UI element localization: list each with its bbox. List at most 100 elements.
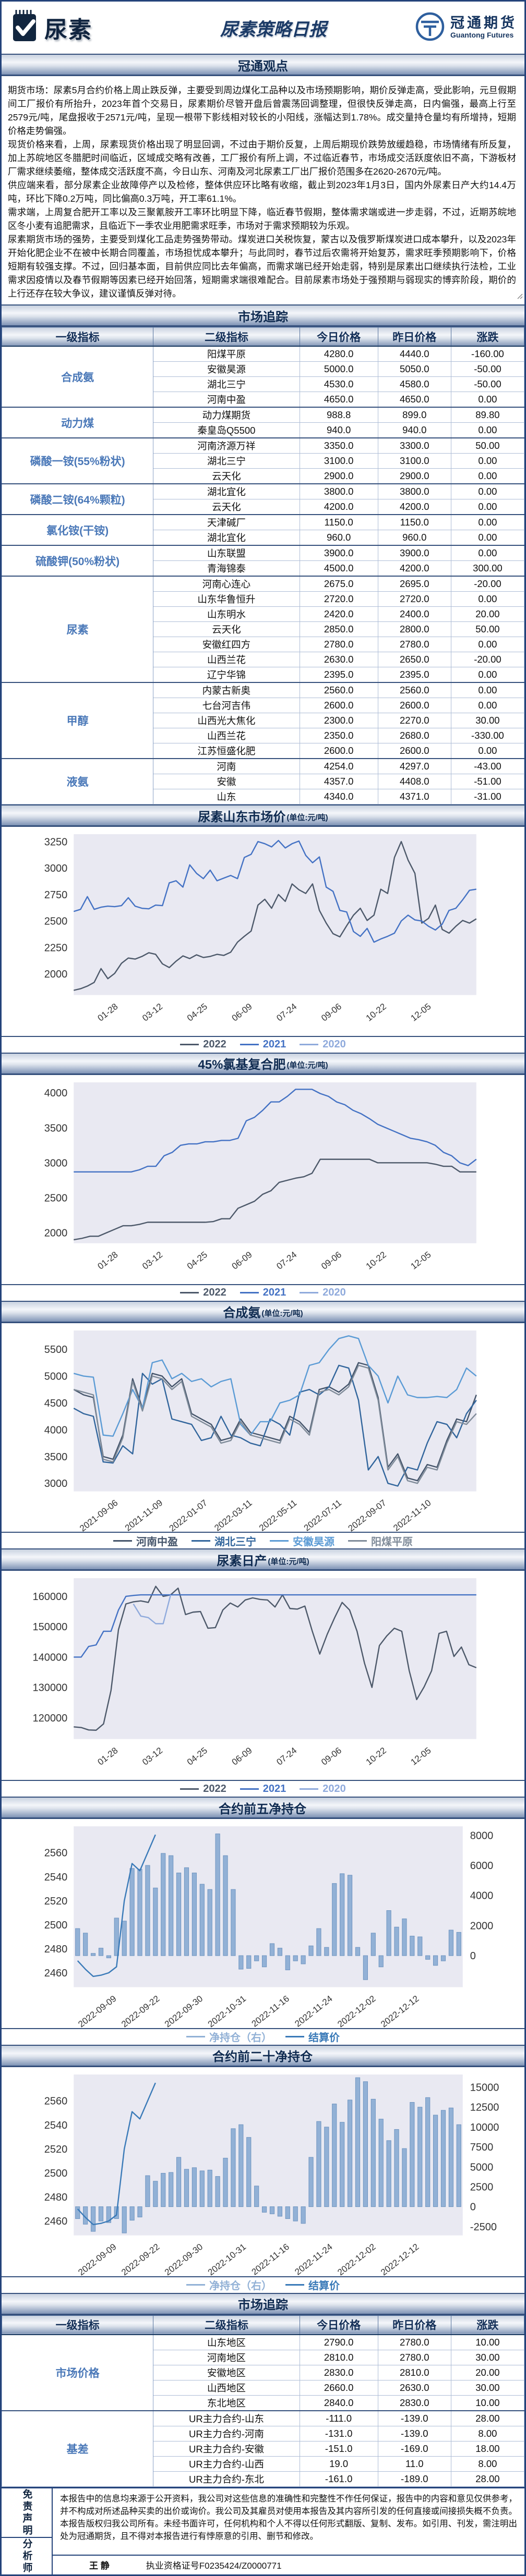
svg-text:2520: 2520 <box>44 1896 68 1907</box>
svg-text:2022-09-30: 2022-09-30 <box>163 1994 205 2028</box>
legend-label: 湖北三宁 <box>214 1536 256 1548</box>
brand-block: 冠通期货 Guantong Futures <box>381 11 517 44</box>
svg-text:120000: 120000 <box>32 1713 67 1724</box>
table-cell: 2720.0 <box>377 591 451 607</box>
table-cell: 云天化 <box>153 621 300 637</box>
table-cell: -131.0 <box>299 2425 378 2441</box>
table-cell: 4650.0 <box>377 392 451 408</box>
column-header: 涨跌 <box>450 327 525 347</box>
table-row: UR主力合约-河南 -131.0 -139.0 8.00 <box>2 2425 525 2441</box>
table-cell: 阳煤平原 <box>153 346 300 362</box>
page-title: 尿素策略日报 <box>220 19 327 40</box>
table-cell: 2900.0 <box>377 468 451 484</box>
table-cell: 0.00 <box>450 591 525 607</box>
table-cell: 0.00 <box>450 483 525 499</box>
table-cell: 28.00 <box>450 2410 525 2426</box>
table-cell: 8.00 <box>450 2456 525 2472</box>
table-cell: 山东明水 <box>153 606 300 622</box>
svg-text:2021-09-06: 2021-09-06 <box>78 1497 119 1532</box>
legend-swatch-icon <box>348 1540 367 1542</box>
group-label: 动力煤 <box>1 407 154 438</box>
table-cell: 内蒙古新奥 <box>153 682 300 698</box>
legend-swatch-icon <box>285 2036 304 2038</box>
table-cell: 18.00 <box>450 2440 525 2457</box>
table-cell: 2800.0 <box>377 621 451 637</box>
svg-text:2500: 2500 <box>44 1192 68 1204</box>
table-cell: -111.0 <box>299 2410 378 2426</box>
table-cell: UR主力合约-山西 <box>153 2456 300 2472</box>
chart-title-bar: 合约前二十净持仓 <box>2 2044 524 2067</box>
chart-legend: 净持仓（右） 结算价 <box>2 2276 524 2293</box>
table-row: 甲醇 内蒙古新奥 2560.0 2560.0 0.00 <box>1 682 525 759</box>
table-cell: 20.00 <box>450 606 525 622</box>
report-header: 尿素 尿素策略日报 冠通期货 Guantong Futures <box>2 2 524 54</box>
svg-text:2520: 2520 <box>44 2144 68 2155</box>
table-cell: 0.00 <box>450 545 525 561</box>
market-table: 一级指标 二级指标 今日价格 昨日价格 涨跌 合成氨 阳煤平原 4280.0 4440.0 -16… <box>1 327 525 804</box>
table-cell: 0.00 <box>450 698 525 713</box>
svg-text:2000: 2000 <box>470 1921 494 1932</box>
svg-text:5000: 5000 <box>44 1371 68 1382</box>
table-cell: 山西地区 <box>153 2379 300 2396</box>
table-cell: 天津碱厂 <box>153 514 300 530</box>
svg-text:2022-12-02: 2022-12-02 <box>336 1994 377 2028</box>
svg-text:2000: 2000 <box>44 969 68 980</box>
table-cell: 4200.0 <box>377 560 451 577</box>
svg-text:3000: 3000 <box>44 1478 68 1490</box>
table-cell: 4500.0 <box>299 560 378 577</box>
svg-text:2480: 2480 <box>44 1944 68 1955</box>
table-cell: 30.00 <box>450 2349 525 2365</box>
legend-label: 2022 <box>203 1783 226 1794</box>
table-cell: 3350.0 <box>299 437 378 454</box>
svg-text:5500: 5500 <box>44 1344 68 1356</box>
market-table: 一级指标 二级指标 今日价格 昨日价格 涨跌 市场价格 山东地区 2790.0 2780.0 10… <box>1 2315 525 2487</box>
legend-swatch-icon <box>300 1788 319 1790</box>
viewpoint-textarea[interactable]: 期货市场：尿素5月合约价格上周止跌反弹，主要受到周边煤化工品种以及市场预期影响，… <box>2 76 524 304</box>
svg-text:130000: 130000 <box>32 1682 67 1694</box>
chart-title-bar: 尿素山东市场价 (单位:元/吨) <box>2 804 524 827</box>
table-cell: 89.80 <box>450 407 525 423</box>
legend-swatch-icon <box>300 1044 319 1046</box>
table-cell: 5000.0 <box>299 361 378 377</box>
table-cell: 4408.0 <box>377 774 451 789</box>
chart-canvas: 2460 2480 2500 2520 2540 2560 2022-09-09 2022-0… <box>2 2067 524 2276</box>
table-cell: -51.00 <box>450 774 525 789</box>
chart-legend: 2022 2021 2020 <box>2 1284 524 1301</box>
table-cell: 秦皇岛Q5500 <box>153 422 300 438</box>
svg-text:2022-07-11: 2022-07-11 <box>302 1497 343 1532</box>
table-cell: 4357.0 <box>299 774 378 789</box>
table-cell: 2830.0 <box>377 2395 451 2411</box>
svg-text:2540: 2540 <box>44 1872 68 1883</box>
legend-item: 净持仓（右） <box>186 2029 272 2044</box>
column-header: 一级指标 <box>1 2315 154 2335</box>
table-cell: 河南心连心 <box>153 576 300 592</box>
svg-text:2500: 2500 <box>44 2168 68 2179</box>
table-row: 七台河吉伟 2600.0 2600.0 0.00 <box>2 698 525 713</box>
chart-section-2: 45%氯基复合肥 (单位:元/吨) 2000 2500 3000 3500 4000 01-2… <box>2 1052 524 1301</box>
group-label: 磷酸二铵(64%颗粒) <box>1 483 154 515</box>
table-cell: 河南中盈 <box>153 392 300 408</box>
svg-text:2560: 2560 <box>44 2096 68 2107</box>
table-cell: 0.00 <box>450 530 525 546</box>
legend-label: 2020 <box>322 1287 346 1299</box>
report-logo: 尿素 <box>9 9 165 47</box>
footer-label-column: 免责声明 分析师 <box>2 2488 53 2574</box>
group-label: 尿素 <box>1 576 154 683</box>
table-cell: 2695.0 <box>377 576 451 592</box>
svg-text:07-24: 07-24 <box>274 1250 298 1272</box>
table-cell: 2850.0 <box>299 621 378 637</box>
table-cell: 960.0 <box>299 530 378 546</box>
chart-canvas: 2000 2500 3000 3500 4000 01-28 03-12 04-25 06-09… <box>2 1075 524 1284</box>
table-cell: 云天化 <box>153 499 300 515</box>
table-cell: 云天化 <box>153 468 300 484</box>
svg-text:01-28: 01-28 <box>95 1745 119 1767</box>
table-cell: 2395.0 <box>299 667 378 683</box>
table-cell: 2600.0 <box>299 743 378 759</box>
svg-text:2022-03-11: 2022-03-11 <box>212 1497 254 1532</box>
chart-title: 尿素日产 <box>217 1554 267 1568</box>
table-cell: 1150.0 <box>299 514 378 530</box>
table-cell: 0.00 <box>450 667 525 683</box>
resize-grip-icon[interactable] <box>516 289 523 303</box>
table-row: UR主力合约-安徽 -151.0 -169.0 18.00 <box>2 2440 525 2457</box>
viewpoint-paragraph: 现货价格来看，上周，尿素现货价格出现了明显回调，不过由于期价反复，上周后期现价跌… <box>8 139 516 177</box>
